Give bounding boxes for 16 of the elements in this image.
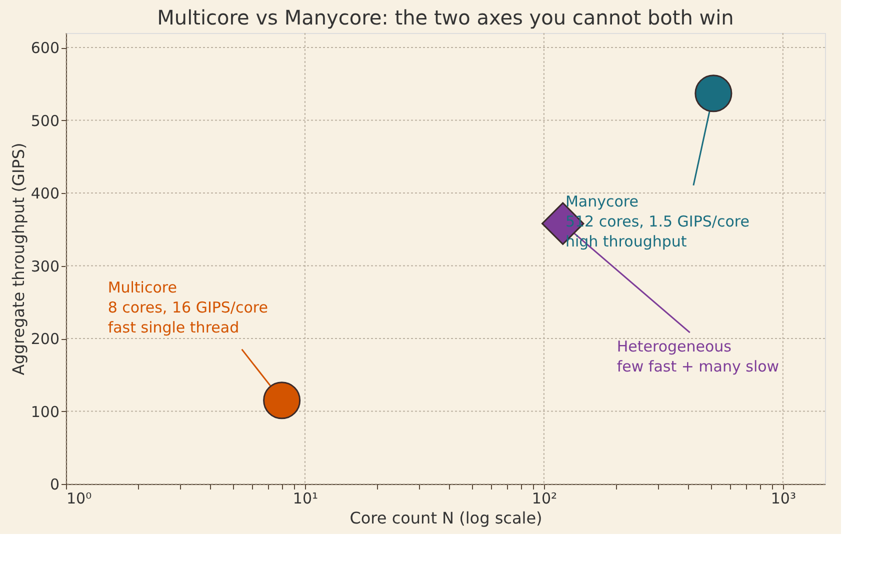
y-axis-title: Aggregate throughput (GIPS) — [8, 142, 28, 376]
y-tick-label: 400 — [30, 184, 60, 203]
x-tick-label: 10² — [532, 490, 557, 508]
x-tick-label: 10³ — [770, 490, 796, 508]
annotation: Multicore 8 cores, 16 GIPS/core fast single thread — [108, 278, 268, 336]
y-tick-label: 300 — [30, 257, 60, 276]
y-tick-label: 200 — [30, 330, 60, 348]
x-tick-label: 10⁰ — [66, 490, 92, 508]
y-tick-label: 100 — [30, 402, 60, 421]
chart-title: Multicore vs Manycore: the two axes you cannot both win — [157, 6, 734, 30]
y-tick-label: 500 — [30, 112, 60, 130]
y-tick-label: 0 — [50, 476, 60, 494]
y-tick-label: 600 — [30, 39, 60, 58]
x-tick-label: 10¹ — [292, 490, 318, 508]
x-axis-title: Core count N (log scale) — [350, 508, 542, 528]
annotation: Heterogeneous few fast + many slow — [616, 338, 780, 376]
